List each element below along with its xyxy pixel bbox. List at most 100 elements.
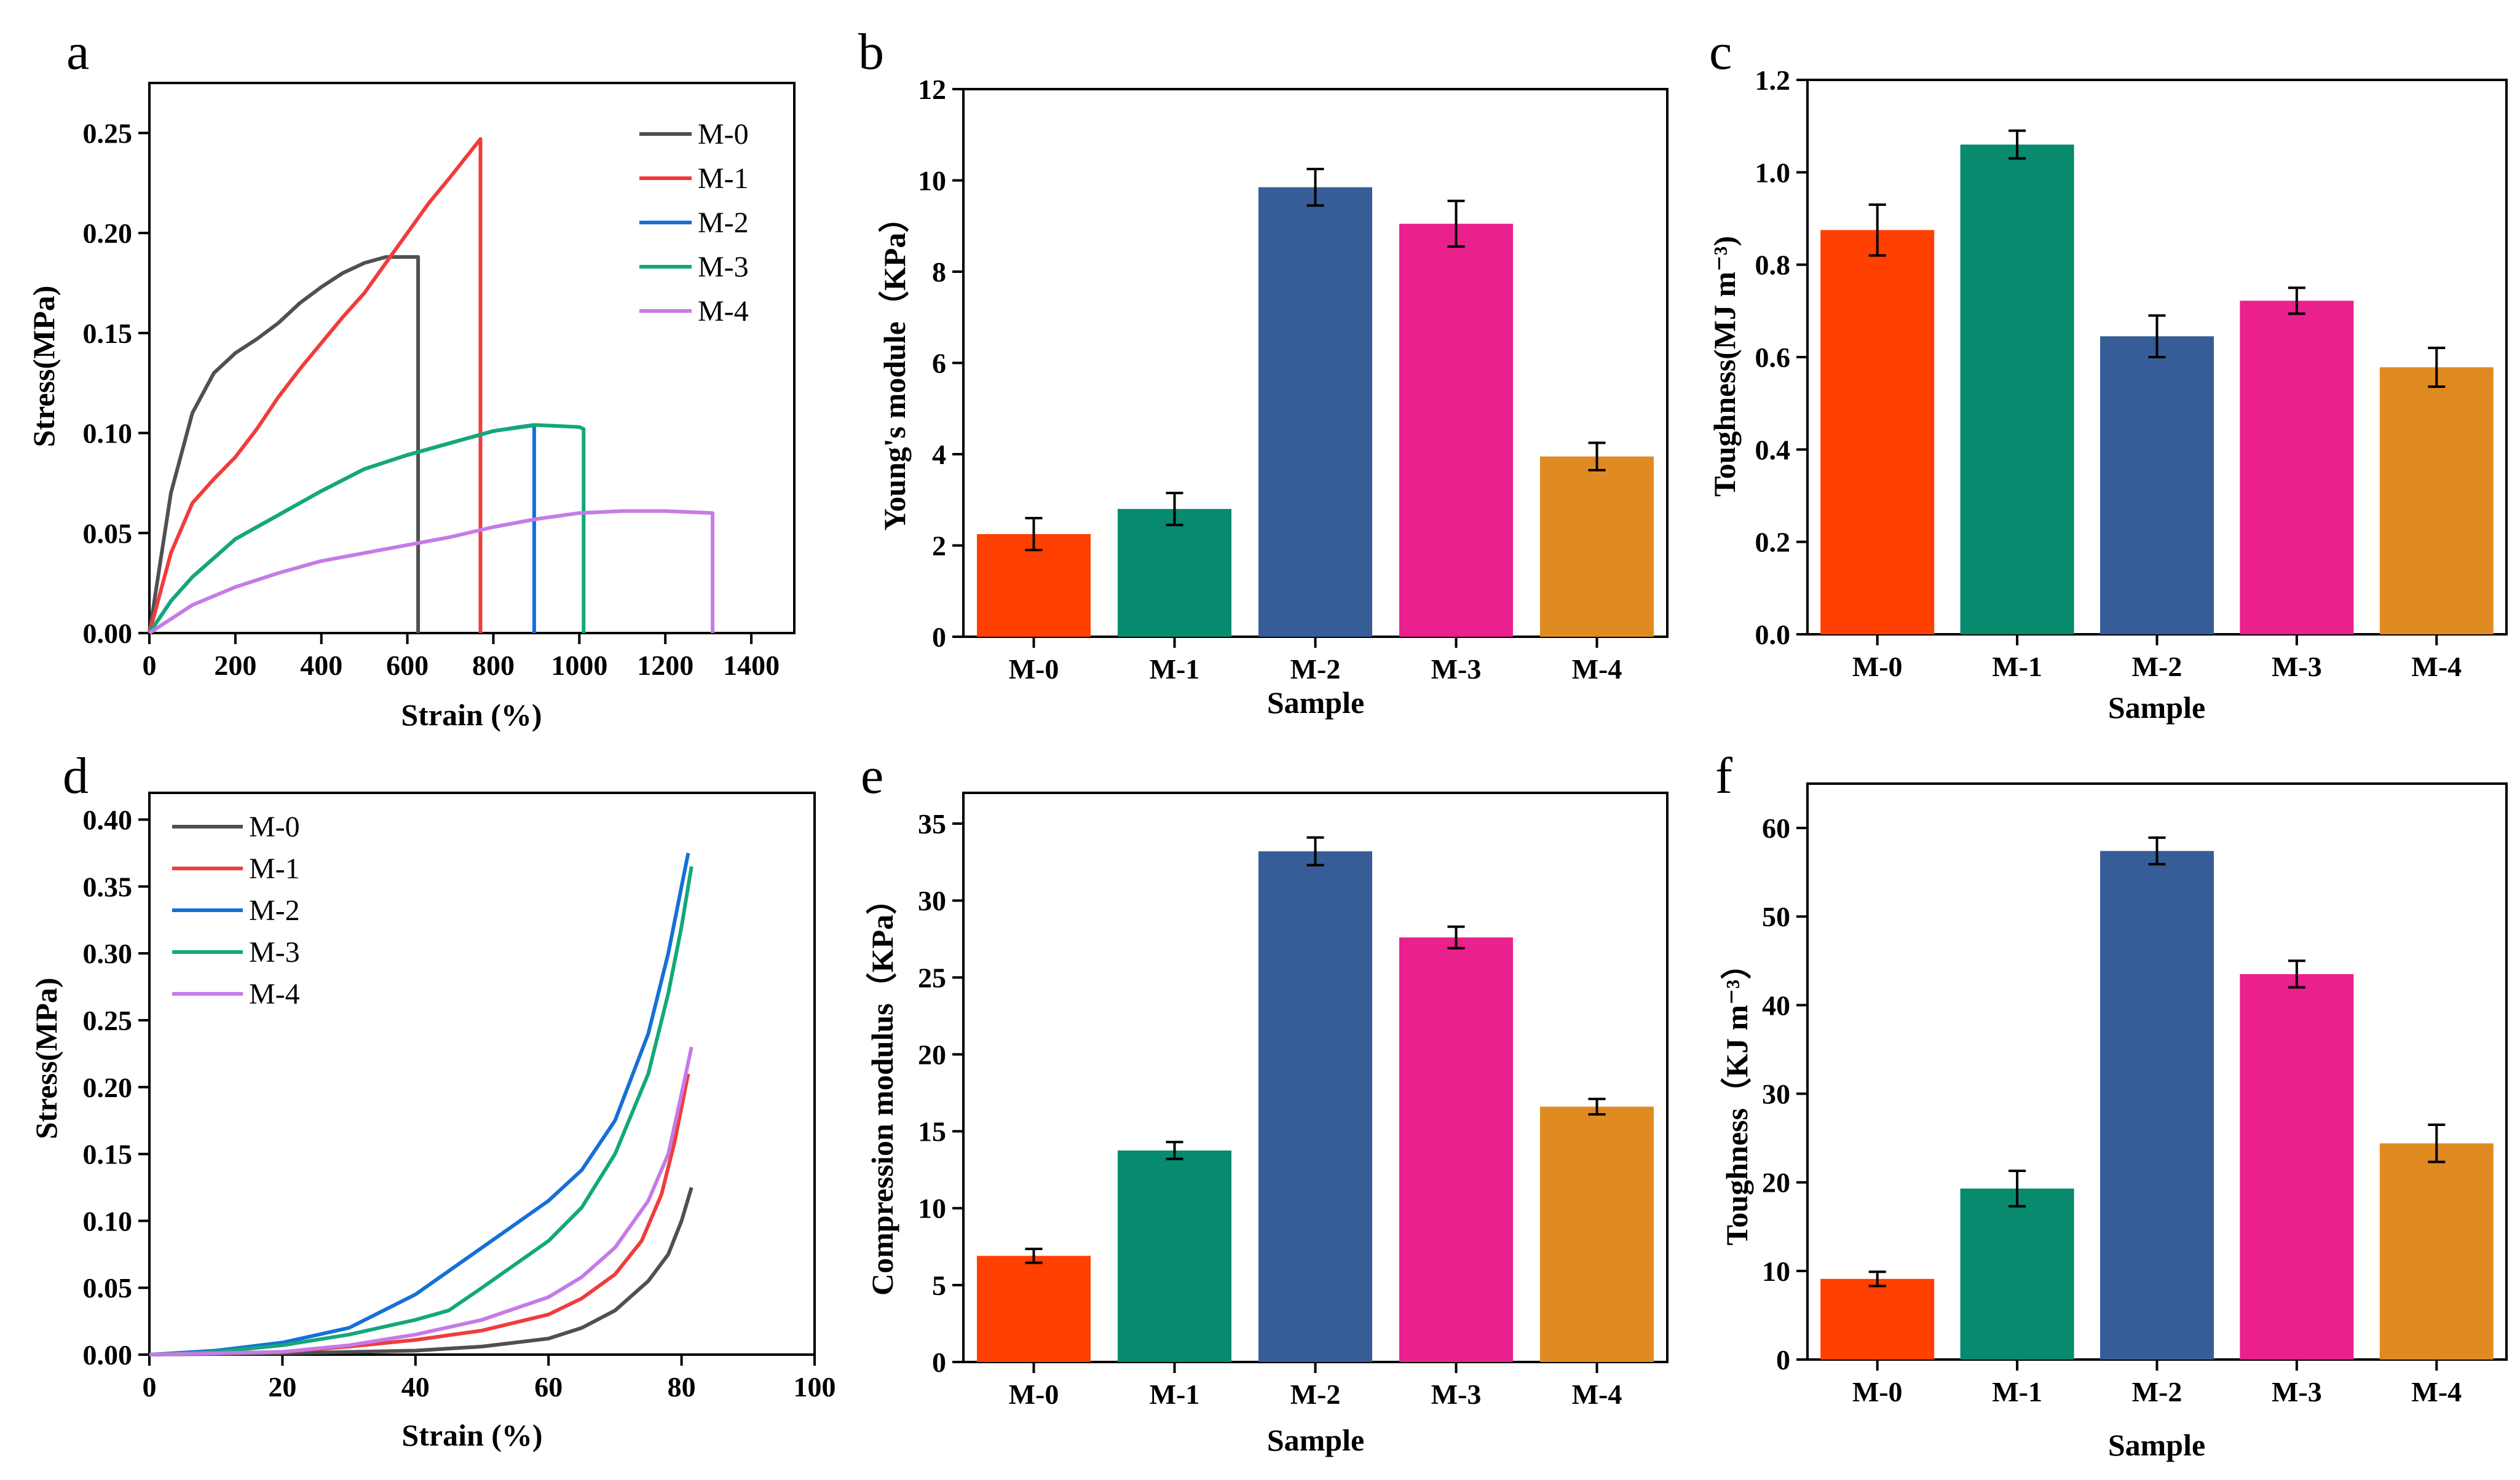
panel-d-legend-label-m-4: M-4 bbox=[249, 978, 300, 1010]
panel-a-legend-label-m-3: M-3 bbox=[698, 251, 749, 283]
panel-a-y-tick-label: 0.25 bbox=[83, 117, 133, 149]
panel-c-bar-m-2 bbox=[2100, 336, 2214, 634]
panel-a-legend-label-m-0: M-0 bbox=[698, 118, 749, 151]
panel-a-y-axis-title: Stress(MPa) bbox=[26, 286, 61, 447]
panel-a-x-axis-title: Strain (%) bbox=[401, 698, 542, 732]
panel-a-y-tick-label: 0.05 bbox=[83, 518, 133, 549]
panel-a-series-m-1 bbox=[148, 137, 483, 634]
panel-d-series-m-0 bbox=[149, 1187, 693, 1356]
panel-e-x-tick-label: M-3 bbox=[1431, 1379, 1482, 1410]
panel-a-x-tick-label: 200 bbox=[214, 650, 256, 681]
panel-d-y-tick-label: 0.00 bbox=[83, 1339, 133, 1371]
panel-c-y-tick-label: 0.8 bbox=[1755, 250, 1791, 281]
panel-d-x-tick-label: 40 bbox=[401, 1371, 430, 1403]
panel-d-y-tick-label: 0.05 bbox=[83, 1272, 133, 1304]
panel-e-x-tick-label: M-0 bbox=[1009, 1379, 1059, 1410]
panel-d-y-tick-label: 0.10 bbox=[83, 1205, 133, 1237]
panel-d-plot-frame bbox=[148, 792, 816, 1356]
panel-a-series-m-4 bbox=[148, 509, 715, 635]
panel-f-y-tick-label: 60 bbox=[1762, 813, 1790, 844]
panel-d-x-tick-label: 60 bbox=[534, 1371, 563, 1403]
panel-d-legend-label-m-3: M-3 bbox=[249, 936, 300, 969]
panel-d-x-axis-title: Strain (%) bbox=[401, 1418, 542, 1452]
panel-f-x-tick-label: M-3 bbox=[2272, 1376, 2322, 1407]
panel-a-y-tick-label: 0.20 bbox=[83, 218, 133, 249]
panel-d: d 0.00 0.05 0.10 0.15 0.20 0.25 0.30 0.35 0.40 0 2… bbox=[29, 747, 836, 1452]
panel-c-y-tick-label: 1.2 bbox=[1755, 65, 1791, 96]
panel-d-series-m-4 bbox=[149, 1046, 693, 1356]
panel-f-y-tick-label: 20 bbox=[1762, 1167, 1790, 1199]
panel-e-letter: e bbox=[861, 747, 883, 805]
panel-e-bar-m-3 bbox=[1399, 937, 1513, 1362]
panel-b-letter: b bbox=[858, 23, 884, 81]
panel-d-y-tick-label: 0.35 bbox=[83, 871, 133, 902]
panel-d-x-tick-label: 80 bbox=[668, 1371, 696, 1403]
panel-f-x-tick-label: M-2 bbox=[2132, 1376, 2182, 1407]
panel-a-x-tick-label: 800 bbox=[472, 650, 515, 681]
panel-a: a 0.00 0.05 0.10 0.15 0.20 0.25 0 200 400 600 800 1… bbox=[26, 23, 796, 732]
panel-e-bar-m-2 bbox=[1258, 851, 1372, 1362]
panel-f-x-tick-label: M-0 bbox=[1852, 1376, 1903, 1407]
panel-e-y-tick-label: 5 bbox=[932, 1270, 946, 1301]
panel-c-y-tick-label: 0.6 bbox=[1755, 342, 1791, 373]
panel-d-letter: d bbox=[63, 747, 89, 805]
panel-b-y-axis-title: Young's module（KPa） bbox=[877, 202, 912, 531]
panel-c-y-tick-label: 0.0 bbox=[1755, 619, 1791, 650]
panel-e: e 0 5 10 15 20 25 30 35 M-0 M-1 M-2 M-3 M-4 Sample C… bbox=[861, 747, 1669, 1457]
panel-b-x-tick-label: M-0 bbox=[1009, 653, 1059, 685]
panel-c-bar-m-0 bbox=[1820, 230, 1935, 635]
panel-b-y-tick-label: 0 bbox=[932, 621, 946, 653]
panel-f-bar-m-3 bbox=[2240, 974, 2354, 1360]
panel-d-legend-label-m-0: M-0 bbox=[249, 811, 300, 843]
panel-a-series-m-0 bbox=[148, 255, 421, 634]
panel-c-y-tick-label: 0.4 bbox=[1755, 434, 1791, 465]
panel-c-bar-m-1 bbox=[1960, 144, 2074, 634]
panel-b-y-tick-label: 2 bbox=[932, 530, 946, 562]
panel-a-legend-label-m-2: M-2 bbox=[698, 207, 749, 239]
panel-a-x-tick-label: 400 bbox=[300, 650, 342, 681]
panel-b-y-tick-label: 12 bbox=[918, 74, 946, 105]
panel-b-bar-m-4 bbox=[1540, 456, 1654, 637]
panel-e-y-tick-label: 30 bbox=[918, 885, 946, 916]
panel-b-x-axis-title: Sample bbox=[1267, 685, 1364, 720]
panel-d-y-tick-label: 0.40 bbox=[83, 805, 133, 836]
panel-f: f 0 10 20 30 40 50 60 M-0 M-1 M-2 M-3 M-4 Sample To… bbox=[1715, 747, 2508, 1462]
panel-b-x-tick-label: M-4 bbox=[1572, 653, 1622, 685]
panel-b-x-tick-label: M-2 bbox=[1290, 653, 1341, 685]
panel-f-bar-m-1 bbox=[1960, 1188, 2074, 1360]
panel-f-y-tick-label: 0 bbox=[1776, 1344, 1790, 1376]
panel-b-y-tick-label: 8 bbox=[932, 256, 946, 288]
panel-e-y-tick-label: 20 bbox=[918, 1039, 946, 1070]
panel-b-y-tick-label: 4 bbox=[932, 439, 946, 470]
panel-e-y-axis-title: Compression modulus（KPa） bbox=[865, 884, 899, 1296]
panel-b: b 0 2 4 6 8 10 12 M-0 M-1 M-2 M-3 M-4 Sample Young'… bbox=[858, 23, 1669, 720]
panel-a-x-tick-label: 1200 bbox=[637, 650, 693, 681]
panel-c-x-tick-label: M-1 bbox=[1992, 651, 2042, 682]
panel-d-x-tick-label: 0 bbox=[143, 1371, 157, 1403]
panel-c-y-tick-label: 1.0 bbox=[1755, 157, 1791, 188]
panel-d-legend-label-m-1: M-1 bbox=[249, 852, 300, 885]
panel-d-y-tick-label: 0.30 bbox=[83, 938, 133, 969]
panel-e-x-axis-title: Sample bbox=[1267, 1423, 1364, 1457]
panel-d-x-tick-label: 100 bbox=[794, 1371, 836, 1403]
panel-a-y-tick-label: 0.00 bbox=[83, 618, 133, 649]
panel-e-x-tick-label: M-1 bbox=[1150, 1379, 1200, 1410]
panel-e-y-tick-label: 10 bbox=[918, 1193, 946, 1224]
panel-f-bar-m-2 bbox=[2100, 851, 2214, 1360]
panel-d-series-m-3 bbox=[149, 866, 693, 1356]
panel-c-bar-m-4 bbox=[2379, 367, 2494, 634]
panel-f-x-tick-label: M-1 bbox=[1992, 1376, 2042, 1407]
panel-e-y-tick-label: 25 bbox=[918, 962, 946, 993]
panel-c-y-axis-title: Toughness(MJ m⁻³) bbox=[1707, 236, 1742, 497]
panel-f-x-tick-label: M-4 bbox=[2411, 1376, 2462, 1407]
panel-f-y-tick-label: 40 bbox=[1762, 990, 1790, 1021]
panel-d-y-tick-label: 0.20 bbox=[83, 1072, 133, 1103]
panel-c-x-tick-label: M-2 bbox=[2132, 651, 2182, 682]
panel-a-series-m-3 bbox=[148, 423, 586, 634]
panel-f-y-tick-label: 50 bbox=[1762, 901, 1790, 932]
panel-a-x-tick-label: 0 bbox=[143, 650, 157, 681]
panel-f-bar-m-0 bbox=[1820, 1278, 1935, 1360]
panel-c-letter: c bbox=[1709, 23, 1732, 81]
panel-a-x-tick-label: 1400 bbox=[723, 650, 780, 681]
